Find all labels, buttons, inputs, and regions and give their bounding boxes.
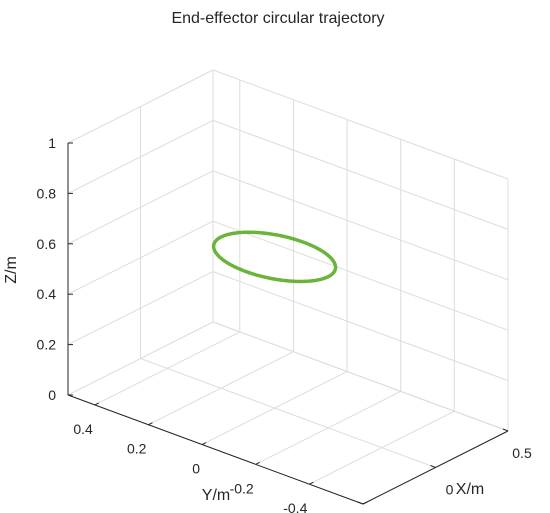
y-tick-mark <box>201 442 207 445</box>
x-axis-label: X/m <box>456 481 484 498</box>
trajectory-circle-line <box>211 230 338 284</box>
y-axis-line <box>67 394 364 505</box>
tick-layer: 00.20.40.60.81-0.6-0.4-0.200.20.4-0.500.… <box>37 135 532 513</box>
series-layer <box>211 230 338 284</box>
y-tick-mark <box>148 422 153 426</box>
backwall-gridline-z <box>212 220 509 331</box>
z-tick-label: 0.2 <box>37 337 57 353</box>
x-tick-label: 0 <box>446 482 454 498</box>
z-tick-label: 0.8 <box>37 185 57 201</box>
floor-gridline-x <box>140 358 436 468</box>
chart-title: End-effector circular trajectory <box>171 10 384 27</box>
backwall-gridline-z <box>212 69 509 180</box>
backwall-gridline-z <box>212 119 509 230</box>
z-axis-label: Z/m <box>3 256 20 284</box>
x-tick-mark <box>357 501 364 505</box>
y-tick-label: 0.4 <box>73 421 93 437</box>
y-tick-mark <box>255 461 260 465</box>
y-tick-label: -0.4 <box>283 500 307 513</box>
x-tick-label: 0.5 <box>512 445 532 461</box>
y-tick-label: 0 <box>192 461 200 477</box>
backwall-gridline-z <box>212 321 509 432</box>
y-tick-mark <box>362 501 368 505</box>
x-tick-mark <box>502 428 509 432</box>
z-tick-label: 0 <box>48 387 56 403</box>
z-tick-label: 0.6 <box>37 236 57 252</box>
y-tick-label: 0.2 <box>127 441 147 457</box>
z-tick-label: 0.4 <box>37 286 57 302</box>
y-tick-label: -0.2 <box>230 480 254 496</box>
z-tick-label: 1 <box>48 135 56 151</box>
y-axis-label: Y/m <box>202 487 230 504</box>
x-tick-mark <box>430 465 436 468</box>
y-tick-mark <box>309 481 314 485</box>
backwall-gridline-z <box>212 170 509 281</box>
grid-layer <box>67 69 509 505</box>
backwall-gridline-z <box>212 271 509 382</box>
y-tick-mark <box>94 402 100 406</box>
axis-layer <box>67 142 509 505</box>
